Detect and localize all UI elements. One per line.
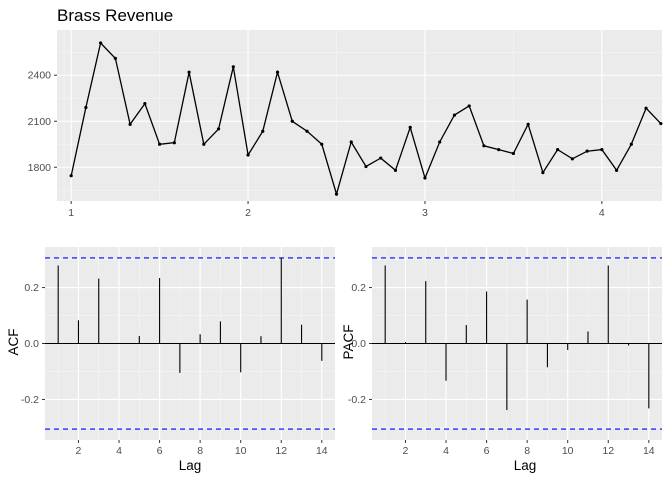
ts-data-point xyxy=(511,151,516,156)
pacf-x-tick-label: 12 xyxy=(602,445,614,457)
time-series-panel: 1 2 3 4 1800 2100 2400 xyxy=(28,30,663,219)
acf-x-tick-label: 6 xyxy=(157,445,163,457)
pacf-x-tick-label: 14 xyxy=(643,445,655,457)
pacf-y-tick-label: 0.0 xyxy=(351,338,366,350)
pacf-y-tick-label: -0.2 xyxy=(348,394,366,406)
ts-data-point xyxy=(320,142,324,146)
chart-title: Brass Revenue xyxy=(57,6,173,25)
ts-data-point xyxy=(261,129,265,133)
ts-panel-background xyxy=(57,30,662,201)
acf-x-tick-label: 4 xyxy=(116,445,122,457)
pacf-x-axis-title: Lag xyxy=(514,458,537,473)
ts-data-point xyxy=(614,168,619,172)
ts-data-point xyxy=(541,171,545,175)
ts-x-tick-label: 4 xyxy=(599,207,605,219)
ts-data-point xyxy=(570,157,574,161)
ts-y-tick-label: 2400 xyxy=(28,70,52,82)
ts-data-point xyxy=(408,125,412,129)
pacf-y-axis-title: PACF xyxy=(341,324,356,359)
acf-y-tick-label: 0.2 xyxy=(24,282,39,294)
acf-x-tick-label: 14 xyxy=(316,445,328,457)
ts-data-point xyxy=(231,65,235,69)
ts-data-point xyxy=(246,153,250,157)
pacf-x-tick-label: 4 xyxy=(443,445,449,457)
ts-data-point xyxy=(482,144,486,148)
ts-data-point xyxy=(128,122,132,126)
ts-data-point xyxy=(334,192,339,196)
ts-data-point xyxy=(393,168,398,172)
ts-x-tick-label: 2 xyxy=(245,207,251,219)
ts-data-point xyxy=(556,148,560,152)
ts-data-point xyxy=(84,105,88,110)
ts-y-tick-label: 2100 xyxy=(28,116,52,128)
ts-x-tick-label: 1 xyxy=(68,207,74,219)
pacf-x-tick-label: 6 xyxy=(484,445,490,457)
ts-data-point xyxy=(113,56,117,60)
ts-data-point xyxy=(143,102,147,106)
ts-data-point xyxy=(452,113,457,117)
acf-x-axis-title: Lag xyxy=(179,458,202,473)
ts-data-point xyxy=(379,156,383,160)
ts-data-point xyxy=(629,142,633,146)
ts-x-tick-label: 3 xyxy=(422,207,428,219)
pacf-x-tick-label: 10 xyxy=(562,445,574,457)
ts-data-point xyxy=(644,106,648,110)
ts-data-point xyxy=(305,129,309,133)
ts-data-point xyxy=(600,148,604,152)
ts-data-point xyxy=(364,164,368,169)
pacf-x-tick-label: 8 xyxy=(524,445,530,457)
ts-data-point xyxy=(290,119,294,123)
ts-data-point xyxy=(216,127,221,131)
acf-x-tick-label: 12 xyxy=(275,445,287,457)
acf-y-axis-title: ACF xyxy=(6,329,21,356)
ts-data-point xyxy=(158,142,162,146)
acf-x-tick-label: 8 xyxy=(197,445,203,457)
ts-data-point xyxy=(172,141,176,145)
pacf-x-tick-label: 2 xyxy=(403,445,409,457)
acf-y-tick-label: -0.2 xyxy=(21,394,39,406)
ts-data-point xyxy=(585,149,589,153)
ts-data-point xyxy=(202,142,206,146)
ts-y-tick-label: 1800 xyxy=(28,162,52,174)
ts-data-point xyxy=(467,104,471,108)
ts-data-point xyxy=(349,140,353,144)
acf-x-tick-label: 10 xyxy=(235,445,247,457)
acf-panel: 2 4 6 8 10 12 14 -0.2 0.0 0.2 xyxy=(21,247,335,457)
ts-data-point xyxy=(659,121,663,126)
acf-x-tick-label: 2 xyxy=(76,445,82,457)
ts-data-point xyxy=(438,140,442,144)
ts-data-point xyxy=(423,176,427,180)
ts-data-point xyxy=(69,174,73,178)
pacf-y-tick-label: 0.2 xyxy=(351,282,366,294)
acf-y-tick-label: 0.0 xyxy=(24,338,39,350)
ts-data-point xyxy=(99,41,103,45)
ts-data-point xyxy=(275,70,280,74)
ts-data-point xyxy=(187,70,191,74)
pacf-panel: 2 4 6 8 10 12 14 -0.2 0.0 0.2 xyxy=(348,247,662,457)
ts-data-point xyxy=(526,122,530,126)
ts-data-point xyxy=(497,148,501,152)
